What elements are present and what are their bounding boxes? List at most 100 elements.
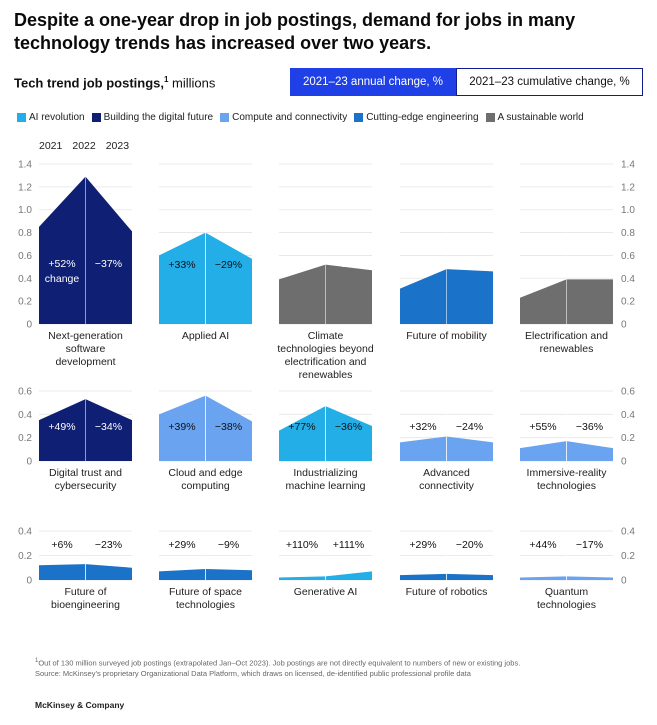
y-tick-label-right: 0 <box>621 576 627 587</box>
panel-label-line: Advanced <box>423 467 470 479</box>
panel-label-line: electrification and <box>285 356 367 368</box>
y-tick-label-left: 0.4 <box>18 274 32 285</box>
panel-label-line: renewables <box>540 343 594 355</box>
change-label-2021-22: +39% <box>168 421 195 433</box>
y-tick-label-right: 1.0 <box>621 205 635 216</box>
panel-label-line: renewables <box>299 369 353 381</box>
change-label-2022-23: −34% <box>95 421 122 433</box>
panel-label-line: technologies <box>176 599 235 611</box>
legend-swatch <box>485 113 495 122</box>
change-label-2022-23: −17% <box>576 539 603 551</box>
y-tick-label-left: 0 <box>26 576 32 587</box>
small-multiples-chart: 0 0 0.2 0.2 0.4 0.4 0.6 0.6 0.8 0.8 1.0 1.0 1.2 1.2 1.… <box>18 160 635 612</box>
legend-label: A sustainable world <box>497 112 584 123</box>
panel-label-line: Generative AI <box>294 586 358 598</box>
change-label-2022-23: +1% <box>579 258 600 270</box>
chart-title: Despite a one-year drop in job postings,… <box>14 10 576 53</box>
legend-item-engineering: Cutting-edge engineering <box>354 112 479 123</box>
y-tick-label-left: 0 <box>26 320 32 331</box>
panel-label-line: Quantum <box>545 586 588 598</box>
legend-item-sustainable: A sustainable world <box>485 112 584 123</box>
change-label-2022-23: −29% <box>215 259 242 271</box>
change-label-2021-22: +29% <box>409 539 436 551</box>
y-tick-label-right: 0.4 <box>621 410 635 421</box>
panel-label-line: Cloud and edge <box>168 467 242 479</box>
y-tick-label-left: 0.4 <box>18 410 32 421</box>
year-label-2021: 2021 <box>39 140 63 152</box>
legend-item-digital-future: Building the digital future <box>91 112 214 123</box>
view-toggle: 2021–23 annual change, % 2021–23 cumulat… <box>290 68 643 96</box>
panel-label-line: development <box>55 356 115 368</box>
y-tick-label-left: 0.2 <box>18 551 32 562</box>
legend-label: AI revolution <box>29 112 85 123</box>
panel-label-line: Applied AI <box>182 330 229 342</box>
change-label-2022-23: −24% <box>456 421 483 433</box>
chart-subtitle: Tech trend job postings,1 millions <box>14 75 215 90</box>
y-tick-label-right: 0.2 <box>621 297 635 308</box>
subtitle-unit: millions <box>168 75 216 91</box>
y-tick-label-right: 0.8 <box>621 228 635 239</box>
y-tick-label-left: 0 <box>26 457 32 468</box>
y-tick-label-left: 0.2 <box>18 433 32 444</box>
y-tick-label-left: 0.8 <box>18 228 32 239</box>
legend-label: Building the digital future <box>103 112 214 123</box>
change-label-2022-23: −37% <box>95 258 122 270</box>
panel-label-line: Climate <box>308 330 344 342</box>
legend-item-ai-revolution: AI revolution <box>17 112 85 123</box>
panel-label-line: software <box>66 343 106 355</box>
legend-swatch <box>91 113 101 122</box>
tab-annual-change[interactable]: 2021–23 annual change, % <box>290 68 456 96</box>
change-label-2021-22: +49% <box>48 421 75 433</box>
y-tick-label-right: 0.4 <box>621 274 635 285</box>
panel-label-line: Electrification and <box>525 330 608 342</box>
panel-label-line: Digital trust and <box>49 467 122 479</box>
y-tick-label-right: 0.6 <box>621 387 635 398</box>
y-tick-label-left: 0.6 <box>18 251 32 262</box>
panel-label-line: bioengineering <box>51 599 120 611</box>
legend-swatch <box>354 113 364 122</box>
change-label-2021-22: +52% <box>48 258 75 270</box>
change-label-2022-23: −9% <box>218 539 239 551</box>
change-label-2021-22: +32% <box>409 421 436 433</box>
change-label-2022-23: −36% <box>335 421 362 433</box>
change-label-2021-22: +29% <box>168 539 195 551</box>
panel-label-line: Future of <box>64 586 106 598</box>
legend-label: Cutting-edge engineering <box>366 112 479 123</box>
change-label-2021-22: +44% <box>529 539 556 551</box>
panel-label-line: technologies <box>537 480 596 492</box>
y-tick-label-left: 0.2 <box>18 297 32 308</box>
change-label-2021-22: +34% <box>288 258 315 270</box>
year-label-2023: 2023 <box>105 140 130 152</box>
panel-label-line: machine learning <box>286 480 366 492</box>
panel-label-line: technologies beyond <box>277 343 373 355</box>
tab-cumulative-change[interactable]: 2021–23 cumulative change, % <box>456 68 643 96</box>
change-label-2022-23: −38% <box>215 421 242 433</box>
y-tick-label-right: 0 <box>621 320 627 331</box>
change-label-suffix: change <box>45 273 80 285</box>
y-tick-label-left: 0.6 <box>18 387 32 398</box>
y-tick-label-left: 1.0 <box>18 205 32 216</box>
change-label-2022-23: −36% <box>576 421 603 433</box>
y-tick-label-right: 0.4 <box>621 527 635 538</box>
change-label-2022-23: −23% <box>95 539 122 551</box>
legend-swatch <box>17 113 26 122</box>
change-label-2021-22: +33% <box>168 259 195 271</box>
panel-label-line: connectivity <box>419 480 475 492</box>
legend-label: Compute and connectivity <box>232 112 348 123</box>
source-note: Source: McKinsey’s proprietary Organizat… <box>35 668 471 678</box>
y-tick-label-right: 1.4 <box>621 160 635 171</box>
change-label-2021-22: +72% <box>529 258 556 270</box>
legend-item-compute: Compute and connectivity <box>220 112 347 123</box>
panel-label-line: Next-generation <box>48 330 123 342</box>
year-label-2022: 2022 <box>72 140 96 152</box>
y-tick-label-right: 0.6 <box>621 251 635 262</box>
change-label-2022-23: −11% <box>335 258 361 270</box>
change-label-2022-23: −5% <box>459 258 480 270</box>
y-tick-label-right: 0 <box>621 457 627 468</box>
panel-label-line: cybersecurity <box>55 480 118 492</box>
change-label-2021-22: +110% <box>286 539 318 551</box>
panel-label-line: Immersive-reality <box>527 467 608 479</box>
change-label-2021-22: +6% <box>51 539 72 551</box>
subtitle-label: Tech trend job postings, <box>14 75 164 91</box>
footnote-mark: 1 <box>35 658 39 664</box>
